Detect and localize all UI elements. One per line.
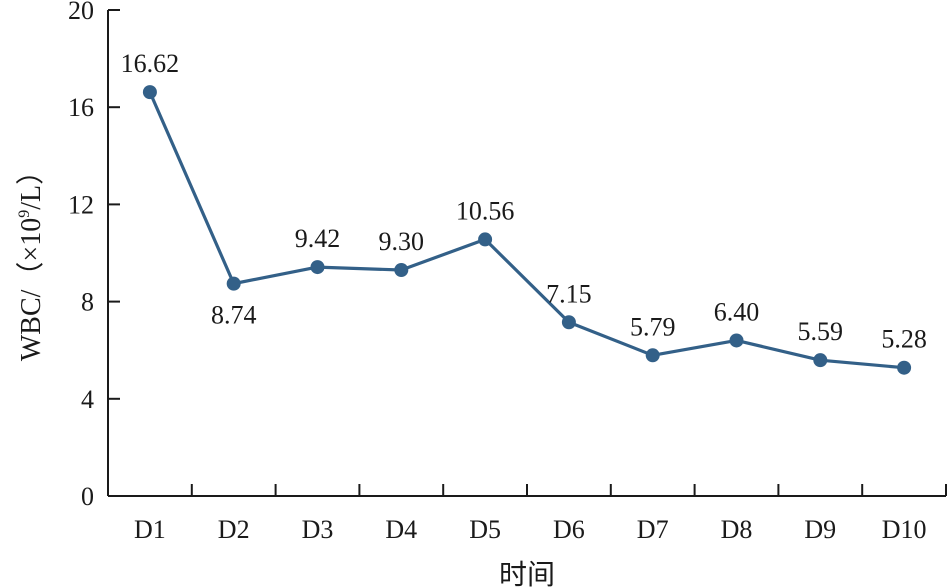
x-tick-label: D2 [218,515,250,544]
x-tick-label: D9 [804,515,836,544]
y-tick-label: 12 [68,190,94,219]
x-tick-label: D10 [882,515,927,544]
x-tick-label: D7 [637,515,669,544]
data-point [394,263,409,278]
y-tick-label: 20 [68,0,94,25]
axes [107,10,946,497]
y-axis-ticks: 0 4 8 12 16 20 [68,0,120,511]
y-tick-label: 16 [68,93,94,122]
y-tick-label: 0 [81,482,94,511]
data-labels: 16.62 8.74 9.42 9.30 10.56 7.15 5.79 6.40 5.59 5.… [121,49,927,354]
data-point [226,276,241,291]
y-tick-label: 8 [81,288,94,317]
y-axis-title-suffix: /L） [15,157,47,210]
x-tick-label: D3 [302,515,334,544]
x-tick-label: D6 [553,515,585,544]
x-tick-label: D8 [721,515,753,544]
data-label: 9.30 [379,227,425,256]
data-label: 16.62 [121,49,180,78]
series-line [148,91,905,370]
data-label: 10.56 [456,196,515,225]
data-point [142,85,157,100]
data-point [729,333,744,348]
x-tick-label: D5 [469,515,501,544]
data-label: 5.79 [630,312,676,341]
x-axis-title: 时间 [499,559,555,588]
data-point [897,360,912,375]
y-axis-title-prefix: WBC/（×10 [15,218,47,361]
data-point [645,348,660,363]
x-tick-label: D1 [134,515,166,544]
data-point [478,232,493,247]
data-label: 8.74 [211,301,257,330]
x-axis-ticks: D1 D2 D3 D4 D5 D6 D7 D8 D9 D10 [134,484,947,544]
data-point [310,260,325,275]
y-axis-title: WBC/（×109/L） [15,157,47,361]
data-point [813,353,828,368]
data-label: 5.59 [798,317,844,346]
data-label: 6.40 [714,297,760,326]
series [142,85,912,375]
y-tick-label: 4 [81,385,94,414]
y-axis-title-superscript: 9 [16,210,33,218]
x-tick-label: D4 [385,515,417,544]
data-label: 9.42 [295,224,341,253]
data-label: 7.15 [546,279,592,308]
data-point [561,315,576,330]
data-label: 5.28 [881,325,927,354]
